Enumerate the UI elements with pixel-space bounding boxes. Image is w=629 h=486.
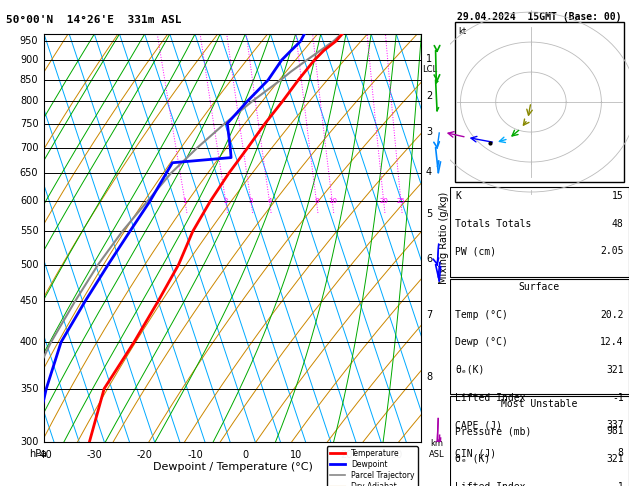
Text: PW (cm): PW (cm) [455,246,496,257]
Text: 1: 1 [426,54,432,64]
Bar [455,22,623,182]
Text: kt: kt [459,27,467,36]
Text: km
ASL: km ASL [429,439,444,459]
Text: -30: -30 [86,451,103,460]
Text: 4: 4 [426,167,432,177]
Text: θₑ (K): θₑ (K) [455,454,491,464]
Text: K: K [455,191,461,201]
Text: CAPE (J): CAPE (J) [455,420,502,431]
Text: 10: 10 [289,451,302,460]
Text: 3: 3 [248,198,253,204]
Text: 7: 7 [426,311,432,320]
Text: 8: 8 [618,448,623,458]
Text: Mixing Ratio (g/kg): Mixing Ratio (g/kg) [439,192,449,284]
Text: 650: 650 [20,168,38,178]
Bar [450,396,629,486]
Text: 30: 30 [390,451,403,460]
Text: Totals Totals: Totals Totals [455,219,532,229]
Text: 450: 450 [20,296,38,306]
Text: -40: -40 [36,451,52,460]
Text: 750: 750 [19,119,38,128]
Text: 5: 5 [426,209,432,219]
Text: 600: 600 [20,196,38,206]
Text: Lifted Index: Lifted Index [455,393,526,403]
Text: 350: 350 [20,383,38,394]
Text: 900: 900 [20,55,38,65]
Text: 10: 10 [328,198,337,204]
Text: 337: 337 [606,420,623,431]
Text: CIN (J): CIN (J) [455,448,496,458]
Text: 20: 20 [379,198,388,204]
Text: 550: 550 [19,226,38,236]
Text: 500: 500 [20,260,38,270]
Legend: Temperature, Dewpoint, Parcel Trajectory, Dry Adiabat, Wet Adiabat, Isotherm, Mi: Temperature, Dewpoint, Parcel Trajectory… [326,446,418,486]
Text: 300: 300 [20,437,38,447]
Text: 8: 8 [314,198,319,204]
Text: 8: 8 [426,372,432,382]
Text: Most Unstable: Most Unstable [501,399,577,409]
Text: 50°00'N  14°26'E  331m ASL: 50°00'N 14°26'E 331m ASL [6,15,182,25]
Text: -10: -10 [187,451,203,460]
X-axis label: Dewpoint / Temperature (°C): Dewpoint / Temperature (°C) [153,462,313,472]
Text: Dewp (°C): Dewp (°C) [455,337,508,347]
Text: hPa: hPa [30,449,47,459]
Text: 20.2: 20.2 [600,310,623,320]
Text: 25: 25 [396,198,405,204]
Text: 4: 4 [267,198,272,204]
Text: 321: 321 [606,454,623,464]
Text: Surface: Surface [519,282,560,292]
Text: 0: 0 [242,451,248,460]
Text: 1: 1 [182,198,187,204]
Text: -1: -1 [612,482,623,486]
Text: 850: 850 [20,75,38,85]
Text: 3: 3 [426,127,432,137]
Text: Lifted Index: Lifted Index [455,482,526,486]
Text: LCL: LCL [422,65,437,73]
Text: 29.04.2024  15GMT (Base: 00): 29.04.2024 15GMT (Base: 00) [457,12,621,22]
Text: Temp (°C): Temp (°C) [455,310,508,320]
Text: θₑ(K): θₑ(K) [455,365,484,375]
Text: -20: -20 [136,451,153,460]
Text: 15: 15 [612,191,623,201]
Text: 321: 321 [606,365,623,375]
Text: 800: 800 [20,96,38,106]
Text: 6: 6 [426,254,432,264]
Text: 20: 20 [340,451,352,460]
Text: 2: 2 [223,198,228,204]
Bar [450,187,629,277]
Text: 12.4: 12.4 [600,337,623,347]
Text: Pressure (mb): Pressure (mb) [455,426,532,436]
Text: 48: 48 [612,219,623,229]
Bar [450,279,629,394]
Text: 700: 700 [20,142,38,153]
Text: 400: 400 [20,337,38,347]
Text: 981: 981 [606,426,623,436]
Text: 2: 2 [426,91,432,101]
Text: 2.05: 2.05 [600,246,623,257]
Text: -1: -1 [612,393,623,403]
Text: 950: 950 [20,36,38,46]
